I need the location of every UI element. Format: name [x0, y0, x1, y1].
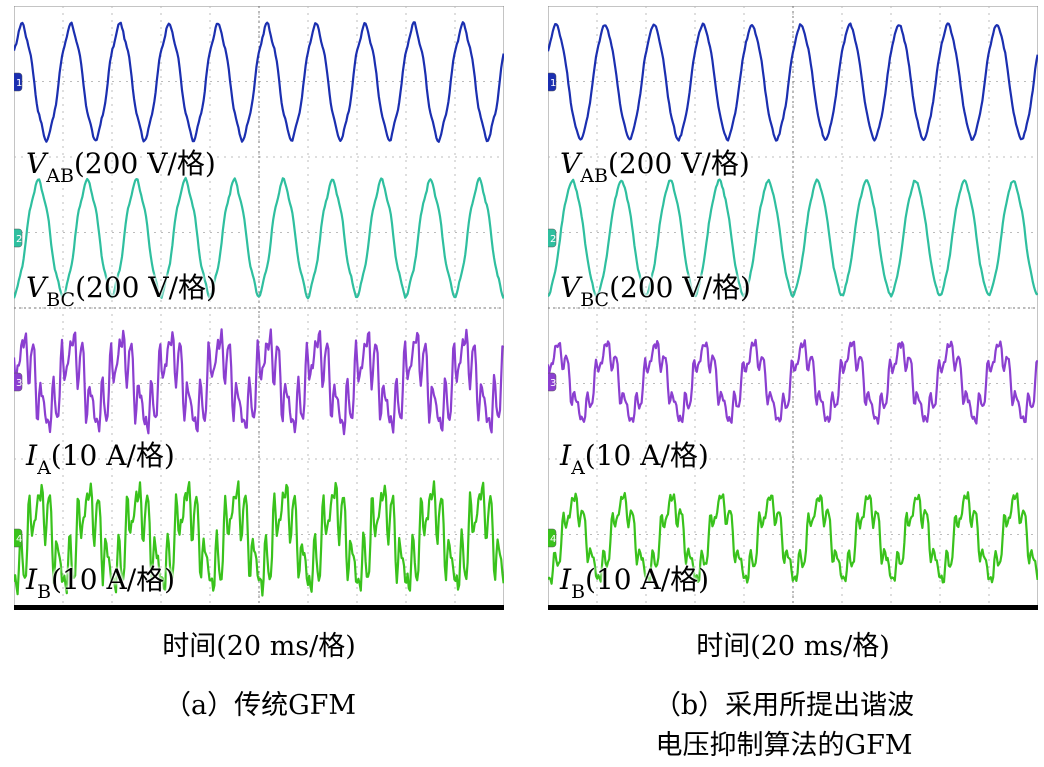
channel-marker-1	[14, 72, 23, 92]
caption-b-line1: （b）采用所提出谐波	[653, 690, 915, 721]
trace-i-b	[548, 491, 1038, 585]
channel-number-3: 3	[16, 378, 22, 389]
caption-b-line2: 电压抑制算法的GFM	[655, 730, 913, 761]
label-ib-b: IB(10 A/格)	[560, 563, 710, 604]
waveform-plot-b: 1 2 3 4	[548, 6, 1038, 610]
oscilloscope-panel-a: 1 2 3 4 VAB(200 V/格) VBC(200 V/格) IA(10 A/格…	[14, 6, 504, 610]
channel-marker-2	[14, 228, 23, 248]
label-vbc-b: VBC(200 V/格)	[560, 271, 751, 312]
channel-number-3: 3	[550, 378, 556, 389]
trace-i-a	[14, 328, 504, 436]
label-ia-b: IA(10 A/格)	[560, 439, 709, 480]
channel-marker-1	[548, 72, 557, 92]
trace-v-bc	[14, 176, 504, 300]
label-ib-a: IB(10 A/格)	[26, 563, 176, 604]
channel-number-4: 4	[16, 534, 22, 545]
channel-number-2: 2	[550, 234, 556, 245]
x-axis-label-a: 时间(20 ms/格)	[162, 631, 356, 662]
label-vab-a: VAB(200 V/格)	[26, 147, 216, 188]
label-ia-a: IA(10 A/格)	[26, 439, 175, 480]
trace-v-ab	[548, 22, 1038, 142]
channel-number-2: 2	[16, 234, 22, 245]
label-vbc-a: VBC(200 V/格)	[26, 271, 217, 312]
caption-b: （b）采用所提出谐波 电压抑制算法的GFM	[524, 686, 1044, 766]
trace-v-bc	[548, 178, 1038, 298]
channel-marker-3	[14, 372, 23, 392]
oscilloscope-panel-b: 1 2 3 4 VAB(200 V/格) VBC(200 V/格) IA(10 A/格…	[548, 6, 1038, 610]
label-vab-b: VAB(200 V/格)	[560, 147, 750, 188]
channel-marker-4	[548, 528, 557, 548]
channel-marker-2	[548, 228, 557, 248]
scope-bottom-bar	[14, 605, 504, 610]
channel-marker-3	[548, 372, 557, 392]
channel-number-1: 1	[550, 78, 556, 89]
trace-i-b	[14, 480, 504, 597]
trace-v-ab	[14, 21, 504, 143]
channel-marker-4	[14, 528, 23, 548]
x-axis-label-b: 时间(20 ms/格)	[696, 631, 890, 662]
trace-i-a	[548, 338, 1038, 425]
waveform-plot-a: 1 2 3 4	[14, 6, 504, 610]
caption-a: （a）传统GFM	[163, 690, 357, 721]
channel-number-1: 1	[16, 78, 22, 89]
channel-number-4: 4	[550, 534, 556, 545]
scope-bottom-bar	[548, 605, 1038, 610]
